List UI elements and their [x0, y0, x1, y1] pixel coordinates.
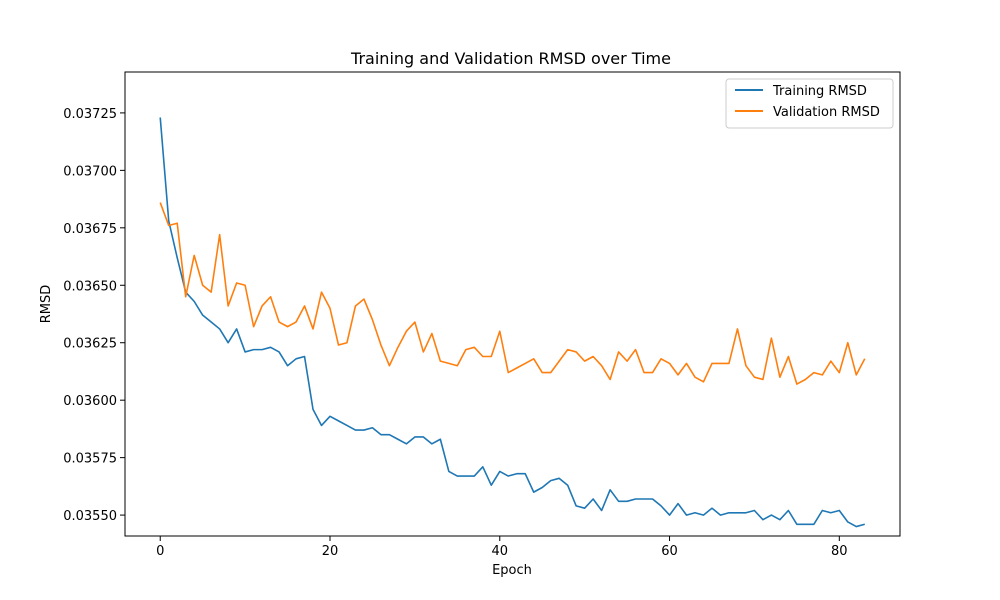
legend: Training RMSD Validation RMSD: [725, 78, 894, 129]
plot-frame: [124, 71, 901, 537]
x-axis: 0 20 40 60 80: [156, 536, 848, 559]
y-tick-label: 0.03700: [63, 164, 117, 179]
legend-box: [725, 78, 894, 129]
y-tick-label: 0.03600: [63, 394, 117, 409]
y-tick-label: 0.03550: [63, 509, 117, 524]
y-axis: 0.03550 0.03575 0.03600 0.03625 0.03650 0.036…: [63, 107, 125, 524]
plot-area: [159, 117, 866, 528]
y-tick-label: 0.03650: [63, 279, 117, 294]
validation-rmsd-line: [159, 202, 866, 385]
x-tick-label: 20: [322, 544, 339, 559]
y-axis-label: RMSD: [39, 285, 54, 324]
x-tick-label: 0: [156, 544, 164, 559]
y-tick-label: 0.03675: [63, 222, 117, 237]
x-tick-label: 40: [491, 544, 508, 559]
y-tick-label: 0.03625: [63, 337, 117, 352]
x-tick-label: 60: [661, 544, 678, 559]
x-tick-label: 80: [831, 544, 848, 559]
y-tick-label: 0.03725: [63, 107, 117, 122]
legend-label-training: Training RMSD: [772, 84, 867, 99]
training-rmsd-line: [159, 117, 865, 528]
chart-title: Training and Validation RMSD over Time: [350, 49, 671, 68]
legend-label-validation: Validation RMSD: [773, 105, 880, 120]
y-tick-label: 0.03575: [63, 452, 117, 467]
x-axis-label: Epoch: [492, 563, 532, 578]
